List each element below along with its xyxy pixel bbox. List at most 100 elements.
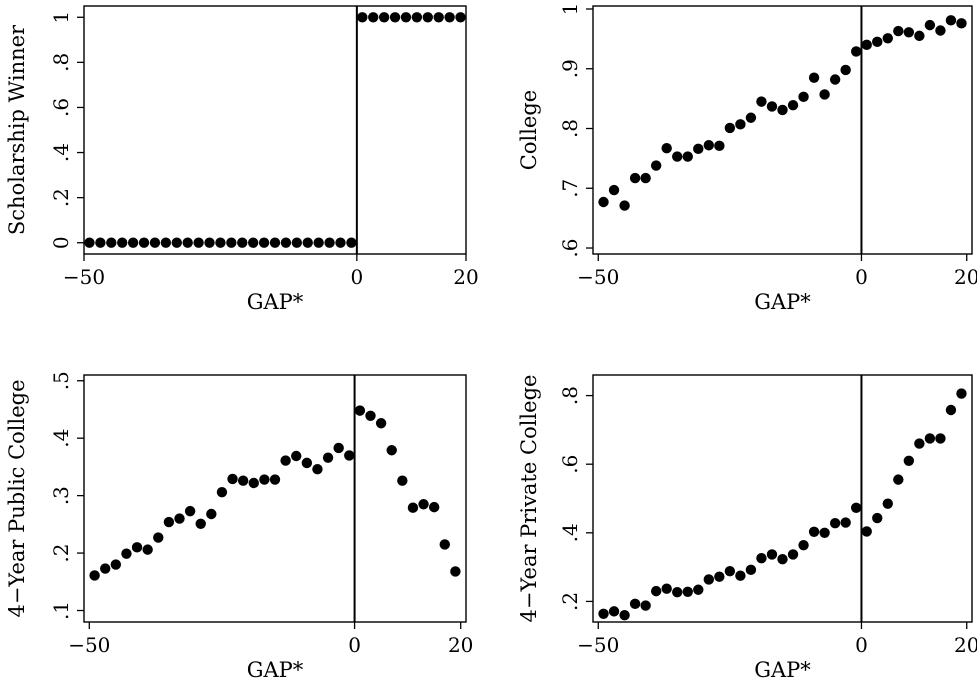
- data-point: [672, 151, 683, 162]
- data-point: [100, 563, 111, 574]
- data-point: [745, 564, 757, 576]
- y-tick-label: .6: [49, 98, 73, 117]
- data-point: [237, 237, 248, 248]
- data-point: [439, 539, 450, 550]
- y-tick-label: .9: [558, 59, 582, 78]
- plot-frame: [592, 5, 973, 255]
- data-point: [650, 160, 662, 171]
- data-point: [903, 455, 915, 466]
- data-point: [787, 549, 799, 560]
- y-tick-label: .7: [558, 179, 582, 198]
- y-tick-label: .6: [558, 455, 582, 474]
- data-point: [182, 237, 193, 248]
- data-point: [301, 457, 313, 469]
- data-point: [735, 119, 746, 130]
- x-tick-label: 20: [453, 265, 478, 289]
- data-point: [368, 12, 379, 23]
- x-tick-label: 0: [855, 265, 868, 289]
- y-tick-label: .2: [558, 592, 582, 611]
- data-point: [411, 12, 423, 23]
- data-point: [433, 12, 444, 23]
- x-axis-title: GAP*: [754, 658, 811, 682]
- data-point: [672, 586, 683, 598]
- data-point: [227, 473, 238, 485]
- data-point: [850, 46, 862, 57]
- y-tick-label: .2: [49, 544, 73, 563]
- data-point: [724, 566, 736, 577]
- data-point: [777, 554, 788, 565]
- data-point: [121, 548, 132, 559]
- data-point: [335, 237, 346, 248]
- x-axis-title: GAP*: [247, 290, 304, 314]
- data-point: [117, 237, 128, 248]
- data-point: [195, 518, 206, 529]
- data-point: [153, 532, 164, 543]
- data-point: [756, 96, 767, 107]
- data-point: [142, 544, 153, 555]
- data-point: [808, 526, 820, 537]
- y-axis-title: 4−Year Public College: [5, 379, 29, 617]
- y-tick-label: .3: [49, 486, 73, 505]
- data-point: [407, 502, 419, 513]
- y-tick-label: .8: [558, 386, 582, 405]
- data-point: [756, 552, 767, 564]
- data-point: [935, 433, 946, 444]
- data-point: [269, 474, 281, 485]
- data-point: [89, 570, 100, 581]
- data-point: [598, 196, 609, 208]
- data-point: [893, 25, 904, 37]
- data-point: [302, 237, 313, 248]
- y-tick-label: .2: [49, 188, 73, 207]
- y-axis-title: Scholarship Winner: [5, 24, 29, 235]
- data-point: [945, 404, 957, 416]
- y-tick-label: .8: [49, 53, 73, 72]
- data-point: [450, 566, 461, 577]
- data-point: [693, 143, 704, 155]
- data-point: [354, 405, 366, 416]
- data-point: [333, 442, 344, 454]
- data-point: [258, 237, 270, 248]
- data-point: [357, 12, 368, 23]
- data-point: [766, 549, 778, 560]
- x-tick-label: −50: [577, 265, 619, 289]
- data-point: [619, 200, 630, 211]
- data-point: [149, 237, 161, 248]
- data-point: [84, 237, 95, 248]
- y-tick-label: .8: [558, 119, 582, 138]
- x-axis-title: GAP*: [754, 290, 811, 314]
- data-point: [131, 542, 143, 553]
- data-point: [397, 475, 408, 486]
- data-point: [608, 606, 620, 617]
- data-point: [798, 539, 809, 551]
- data-point: [650, 585, 662, 597]
- data-point: [619, 609, 630, 621]
- data-point: [787, 100, 799, 111]
- panel-four-year-public-college: −50 0 20 .1 .2 .3 .4 .5 GAP* 4−Year Public Colleg…: [5, 371, 473, 682]
- data-point: [893, 474, 904, 485]
- data-point: [422, 12, 433, 23]
- data-point: [914, 438, 925, 449]
- y-tick-label: .4: [558, 523, 582, 542]
- data-point: [661, 583, 672, 594]
- plot-frame: [83, 374, 467, 623]
- data-point: [127, 237, 139, 248]
- data-point: [872, 512, 883, 524]
- y-tick-label: .4: [49, 143, 73, 162]
- data-point: [226, 237, 237, 248]
- data-point: [322, 452, 334, 463]
- data-point: [346, 237, 357, 248]
- data-point: [237, 475, 249, 486]
- data-point: [138, 237, 150, 248]
- x-tick-label: −50: [577, 633, 619, 657]
- data-point: [693, 584, 704, 595]
- data-point: [766, 101, 778, 112]
- data-point: [216, 486, 228, 498]
- data-point: [956, 388, 967, 399]
- data-point: [428, 501, 440, 513]
- panel-four-year-private-college: −50 0 20 .2 .4 .6 .8 GAP* 4−Year Private College: [517, 374, 977, 682]
- data-point: [455, 12, 466, 23]
- data-point: [280, 237, 292, 248]
- data-point: [174, 513, 185, 524]
- data-point: [171, 237, 182, 248]
